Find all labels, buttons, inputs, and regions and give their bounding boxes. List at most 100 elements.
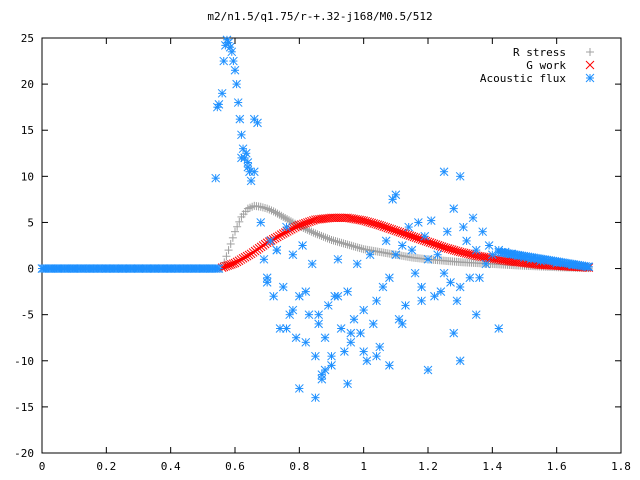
data-point: [356, 328, 365, 338]
data-point: [391, 250, 401, 260]
data-point: [420, 231, 430, 241]
data-point: [243, 158, 253, 167]
data-point: [333, 254, 343, 264]
y-tick-label: -10: [14, 355, 34, 368]
data-point: [237, 130, 246, 140]
plot-area-border: [41, 37, 622, 454]
data-point: [394, 314, 404, 324]
data-point: [520, 253, 529, 262]
legend-marker: [586, 48, 594, 56]
data-point: [304, 310, 314, 320]
data-point: [276, 230, 286, 240]
data-point: [298, 241, 307, 250]
data-point: [313, 230, 322, 239]
data-point: [340, 347, 349, 356]
data-point: [359, 347, 369, 356]
data-point: [269, 291, 278, 301]
data-point: [331, 237, 340, 246]
data-point: [294, 291, 304, 301]
data-point: [343, 379, 352, 389]
x-tick-label: 0.2: [96, 460, 116, 473]
data-point: [278, 229, 288, 238]
data-point: [277, 211, 286, 220]
data-point: [243, 204, 252, 213]
data-point: [320, 365, 330, 375]
data-point: [236, 255, 246, 264]
data-point: [291, 333, 301, 343]
chart-title: m2/n1.5/q1.75/r-+.32-j168/M0.5/512: [207, 10, 432, 23]
data-point: [227, 47, 237, 57]
data-point: [118, 264, 127, 273]
data-point: [37, 264, 47, 273]
data-point: [280, 228, 290, 237]
data-point: [343, 240, 352, 249]
data-point: [219, 56, 229, 66]
data-point: [283, 215, 292, 224]
data-point: [329, 236, 338, 245]
data-point: [353, 243, 362, 252]
data-point: [229, 56, 238, 66]
data-point: [53, 264, 63, 273]
data-point: [267, 206, 276, 215]
data-point: [228, 233, 237, 242]
data-point: [494, 324, 504, 333]
data-point: [237, 153, 246, 163]
data-point: [226, 239, 235, 248]
y-tick-label: -5: [21, 309, 34, 322]
data-point: [484, 241, 494, 250]
data-point: [430, 291, 439, 301]
data-point: [198, 264, 208, 273]
data-point: [333, 237, 342, 246]
data-point: [282, 324, 291, 333]
data-point: [320, 333, 330, 343]
data-point: [231, 227, 239, 236]
x-tick-label: 1.6: [547, 460, 567, 473]
data-point: [372, 296, 381, 306]
y-tick-label: -20: [14, 447, 34, 460]
data-point: [446, 278, 455, 287]
data-point: [526, 254, 536, 264]
data-point: [368, 319, 378, 329]
data-point: [378, 282, 388, 292]
data-point: [449, 204, 459, 213]
data-point: [246, 176, 256, 186]
data-point: [224, 246, 233, 255]
y-tick-label: 5: [27, 216, 34, 229]
data-point: [317, 374, 327, 384]
data-point: [536, 256, 545, 266]
data-point: [305, 226, 314, 235]
data-point: [294, 384, 304, 393]
axis-ticks: [41, 37, 622, 454]
x-tick-label: 0: [39, 460, 46, 473]
data-point: [584, 262, 594, 272]
data-point: [272, 232, 282, 242]
data-point: [230, 258, 240, 268]
data-point: [359, 305, 369, 315]
series-layer: [37, 35, 594, 403]
data-point: [333, 291, 343, 301]
legend-marker: [585, 73, 595, 83]
data-point: [468, 213, 478, 223]
data-point: [230, 65, 240, 75]
data-point: [487, 250, 497, 260]
y-tick-label: 20: [21, 78, 34, 91]
data-point: [288, 305, 298, 315]
data-point: [500, 247, 510, 257]
data-point: [290, 222, 300, 232]
data-point: [288, 250, 298, 260]
data-point: [455, 171, 465, 181]
data-point: [337, 238, 346, 247]
data-point: [568, 260, 578, 270]
legend-label: Acoustic flux: [480, 72, 566, 85]
data-point: [85, 264, 95, 273]
data-point: [346, 328, 356, 338]
data-point: [433, 250, 443, 260]
data-point: [265, 205, 274, 214]
data-point: [513, 251, 523, 260]
data-point: [388, 195, 397, 204]
data-point: [397, 241, 407, 250]
data-point: [413, 218, 423, 227]
data-point: [426, 216, 436, 225]
data-point: [182, 264, 192, 273]
